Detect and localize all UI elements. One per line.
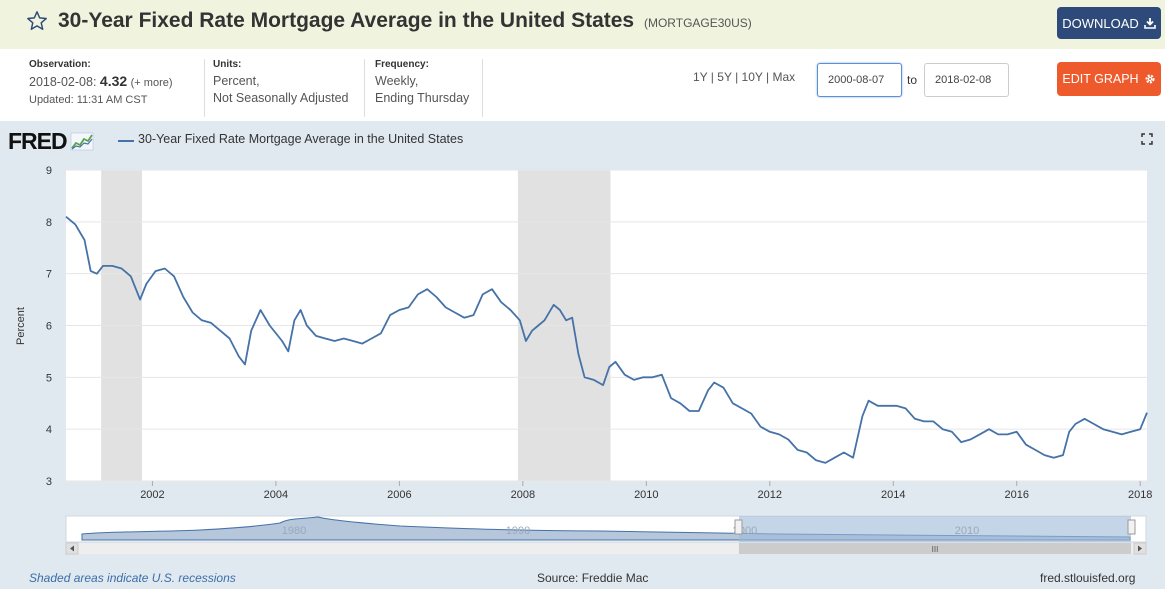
x-tick-label: 2016: [1004, 489, 1028, 501]
edit-graph-label: EDIT GRAPH: [1062, 72, 1139, 86]
units-label: Units:: [213, 59, 242, 70]
gear-icon: [1145, 74, 1155, 84]
fred-logo: FRED: [8, 128, 94, 154]
x-tick-label: 2018: [1128, 489, 1152, 501]
meta-divider: [364, 59, 365, 117]
navigator-label: 2010: [955, 525, 979, 537]
to-label: to: [907, 73, 918, 87]
x-tick-label: 2010: [634, 489, 658, 501]
scroll-left-arrow-icon: [70, 545, 74, 552]
observation-updated: Updated: 11:31 AM CST: [29, 94, 148, 106]
frequency-label: Frequency:: [375, 59, 429, 70]
scrollbar-grip-icon: III: [932, 545, 939, 554]
y-tick-label: 8: [46, 217, 52, 229]
legend-label: 30-Year Fixed Rate Mortgage Average in t…: [138, 132, 464, 146]
star-outline-icon[interactable]: [26, 10, 48, 32]
date-to-input[interactable]: 2018-02-08: [924, 63, 1009, 97]
y-tick-label: 6: [46, 321, 52, 333]
download-icon: [1143, 18, 1156, 29]
download-button[interactable]: DOWNLOAD: [1057, 7, 1161, 39]
fred-logo-text: FRED: [8, 127, 68, 154]
x-tick-label: 2004: [264, 489, 288, 501]
frequency-line1: Weekly,: [375, 74, 419, 88]
navigator-label: 1980: [282, 525, 306, 537]
units-block: Units: Percent, Not Seasonally Adjusted: [213, 59, 349, 107]
y-tick-label: 9: [46, 165, 52, 177]
frequency-line2: Ending Thursday: [375, 91, 470, 105]
y-tick-label: 5: [46, 372, 52, 384]
series-line[interactable]: [65, 216, 1148, 464]
y-tick-label: 4: [46, 424, 52, 436]
y-axis-label: Percent: [15, 307, 27, 345]
source-label: Source: Freddie Mac: [537, 571, 649, 585]
scrollbar-thumb[interactable]: [739, 543, 1131, 554]
navigator-left-handle[interactable]: [734, 519, 743, 535]
range-5y-link[interactable]: 5Y: [717, 70, 732, 84]
range-1y-link[interactable]: 1Y: [693, 70, 708, 84]
range-max-link[interactable]: Max: [772, 70, 796, 84]
observation-value: 4.32: [99, 73, 128, 89]
site-link[interactable]: fred.stlouisfed.org: [1040, 571, 1136, 585]
y-tick-label: 7: [46, 269, 52, 281]
navigator-label: 1990: [506, 525, 530, 537]
y-tick-label: 3: [46, 476, 52, 488]
range-10y-link[interactable]: 10Y: [741, 70, 763, 84]
date-from-input[interactable]: 2000-08-07: [817, 63, 902, 97]
series-title: 30-Year Fixed Rate Mortgage Average in t…: [58, 9, 635, 32]
x-tick-label: 2002: [140, 489, 164, 501]
range-links: 1Y | 5Y | 10Y | Max: [693, 70, 796, 84]
series-id: (MORTGAGE30US): [643, 16, 752, 30]
page-title: 30-Year Fixed Rate Mortgage Average in t…: [58, 9, 752, 33]
x-tick-label: 2006: [387, 489, 411, 501]
main-chart[interactable]: 3 4 5 6 7 8 9 2002 2004 2006 2008 2010 2012 2014 2016…: [0, 159, 1165, 549]
navigator[interactable]: 1980 1990 2000 2010 III: [0, 514, 1165, 564]
frequency-block: Frequency: Weekly, Ending Thursday: [375, 59, 469, 107]
navigator-right-handle[interactable]: [1127, 519, 1136, 535]
navigator-selection[interactable]: [739, 516, 1131, 542]
observation-more-link[interactable]: (+ more): [130, 77, 173, 89]
legend-swatch: [118, 140, 134, 142]
title-band: 30-Year Fixed Rate Mortgage Average in t…: [0, 0, 1165, 49]
scrollbar-track[interactable]: [66, 543, 1146, 554]
meta-divider: [482, 59, 483, 117]
units-line1: Percent,: [213, 74, 260, 88]
x-tick-label: 2012: [758, 489, 782, 501]
expand-icon[interactable]: [1141, 133, 1153, 145]
edit-graph-button[interactable]: EDIT GRAPH: [1057, 62, 1161, 96]
observation-date: 2018-02-08:: [29, 75, 97, 89]
units-line2: Not Seasonally Adjusted: [213, 91, 349, 105]
meta-divider: [204, 59, 205, 117]
x-tick-label: 2008: [511, 489, 535, 501]
graph-panel: FRED 30-Year Fixed Rate Mortgage Average…: [0, 121, 1165, 589]
fred-chart-icon: [70, 132, 93, 151]
observation-label: Observation:: [29, 59, 91, 70]
download-label: DOWNLOAD: [1062, 15, 1139, 31]
observation-block: Observation: 2018-02-08: 4.32 (+ more) U…: [29, 59, 173, 109]
x-tick-label: 2014: [881, 489, 905, 501]
scroll-right-arrow-icon: [1138, 545, 1142, 552]
recession-note: Shaded areas indicate U.S. recessions: [29, 571, 236, 585]
